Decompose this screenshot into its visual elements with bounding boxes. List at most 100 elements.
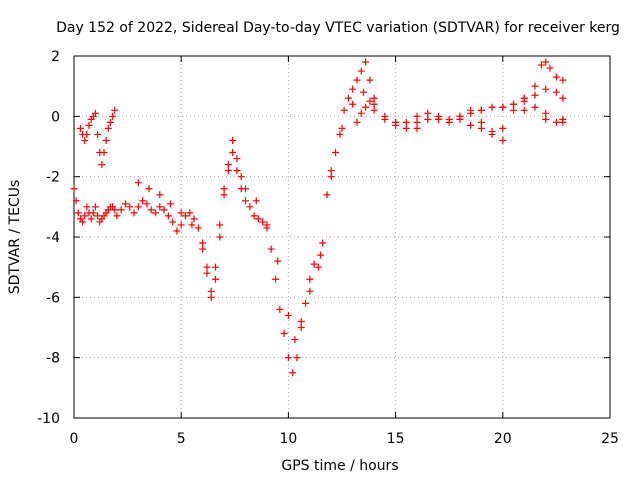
data-point: [366, 76, 374, 84]
data-point: [104, 124, 112, 132]
data-point: [246, 203, 254, 211]
data-point: [357, 109, 365, 117]
data-point: [381, 115, 389, 123]
data-point: [111, 106, 119, 114]
data-point: [263, 221, 271, 229]
data-point: [531, 103, 539, 111]
data-point: [488, 103, 496, 111]
data-point: [134, 203, 142, 211]
data-point: [499, 103, 507, 111]
x-tick-label: 0: [70, 431, 79, 447]
data-point: [274, 257, 282, 265]
x-tick-label: 5: [177, 431, 186, 447]
data-point: [338, 124, 346, 132]
data-point: [173, 227, 181, 235]
y-tick-label: -2: [46, 170, 60, 186]
data-point: [252, 197, 260, 205]
data-point: [552, 73, 560, 81]
data-point: [413, 118, 421, 126]
data-point: [477, 124, 485, 132]
x-tick-label: 25: [601, 431, 619, 447]
chart-title: Day 152 of 2022, Sidereal Day-to-day VTE…: [56, 20, 620, 36]
data-point: [111, 206, 119, 214]
data-point: [224, 167, 232, 175]
data-point: [370, 94, 378, 102]
data-point: [317, 251, 325, 259]
data-point: [220, 191, 228, 199]
data-point: [181, 212, 189, 220]
data-point: [537, 61, 545, 69]
data-point: [357, 67, 365, 75]
data-point: [94, 130, 102, 138]
data-point: [203, 269, 211, 277]
data-point: [284, 354, 292, 362]
data-point: [552, 88, 560, 96]
data-point: [510, 100, 518, 108]
data-point: [319, 239, 327, 247]
data-point: [276, 305, 284, 313]
data-point: [126, 203, 134, 211]
data-point: [559, 76, 567, 84]
data-point: [74, 209, 82, 217]
data-point: [362, 58, 370, 66]
data-point: [402, 124, 410, 132]
data-point: [98, 161, 106, 169]
x-tick-labels: 0 5 10 15 20 25: [70, 431, 619, 447]
data-point: [164, 212, 172, 220]
data-point: [445, 118, 453, 126]
data-point: [520, 106, 528, 114]
data-point: [83, 203, 91, 211]
y-tick-label: 0: [51, 109, 60, 125]
data-point: [467, 106, 475, 114]
data-point: [542, 115, 550, 123]
data-point: [546, 64, 554, 72]
data-point: [220, 185, 228, 193]
data-point: [151, 209, 159, 217]
data-point: [85, 121, 93, 129]
data-point: [212, 275, 220, 283]
data-point: [353, 118, 361, 126]
data-point: [499, 136, 507, 144]
data-point: [117, 206, 125, 214]
data-point: [370, 106, 378, 114]
data-point: [349, 100, 357, 108]
data-point: [336, 130, 344, 138]
data-point: [542, 109, 550, 117]
data-point: [190, 215, 198, 223]
data-point: [89, 209, 97, 217]
data-point: [229, 149, 237, 157]
data-point: [102, 136, 110, 144]
data-point: [477, 106, 485, 114]
data-point: [229, 136, 237, 144]
data-point: [456, 112, 464, 120]
data-point: [186, 209, 194, 217]
data-point: [291, 336, 299, 344]
data-point: [177, 221, 185, 229]
data-point: [207, 293, 215, 301]
data-point: [233, 155, 241, 163]
data-point: [156, 191, 164, 199]
data-point: [100, 149, 108, 157]
data-point: [327, 173, 335, 181]
data-point: [194, 224, 202, 232]
y-tick-label: -10: [37, 411, 60, 427]
data-point: [289, 369, 297, 377]
data-point: [531, 82, 539, 90]
y-axis-label: SDTVAR / TECUs: [7, 180, 23, 295]
x-tick-label: 15: [387, 431, 405, 447]
data-point: [280, 330, 288, 338]
data-point: [392, 121, 400, 129]
data-point: [302, 299, 310, 307]
y-tick-label: -6: [46, 290, 60, 306]
data-point: [143, 200, 151, 208]
data-point: [272, 275, 280, 283]
data-point: [344, 94, 352, 102]
data-point: [237, 173, 245, 181]
y-tick-label: -8: [46, 351, 60, 367]
data-point: [199, 239, 207, 247]
data-point: [477, 118, 485, 126]
data-point: [109, 112, 117, 120]
data-point: [188, 221, 196, 229]
data-point: [323, 191, 331, 199]
